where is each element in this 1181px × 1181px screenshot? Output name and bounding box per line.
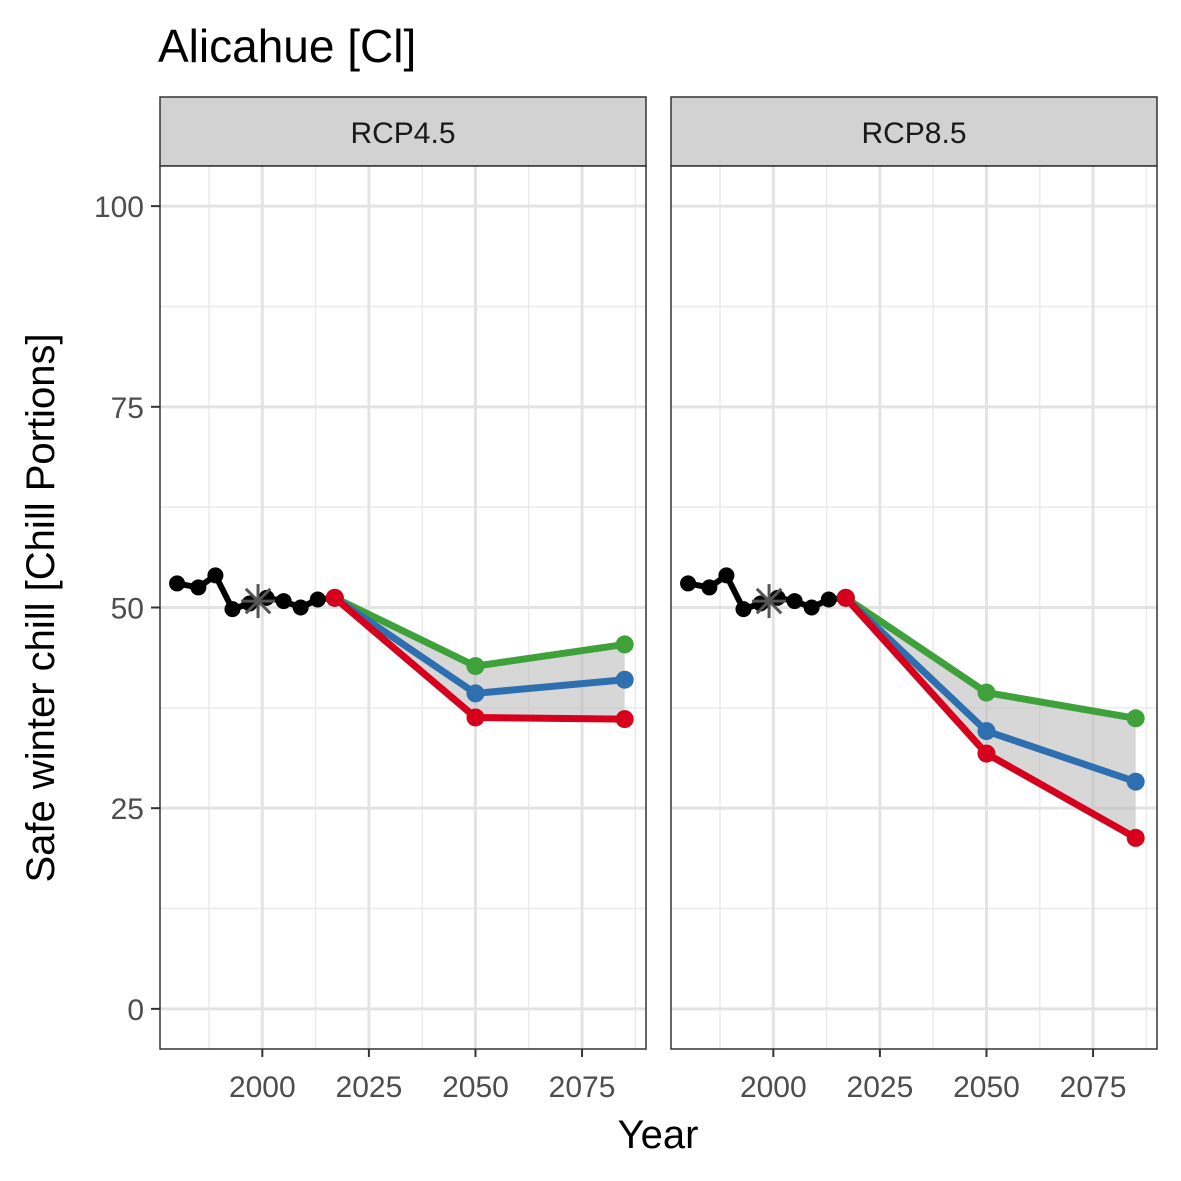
historic-point bbox=[224, 601, 241, 618]
scenario-point-3 bbox=[325, 588, 344, 607]
historic-point bbox=[207, 567, 224, 584]
panel-strip-label: RCP8.5 bbox=[861, 117, 966, 150]
scenario-point-1 bbox=[1126, 709, 1145, 728]
x-tick-label: 2000 bbox=[740, 1071, 807, 1104]
historic-point bbox=[190, 579, 207, 596]
historic-point bbox=[292, 599, 309, 616]
scenario-point-2 bbox=[1126, 772, 1145, 791]
historic-point bbox=[275, 593, 292, 610]
scenario-point-2 bbox=[466, 684, 485, 703]
historic-point bbox=[169, 575, 186, 592]
y-tick-label: 25 bbox=[111, 793, 144, 826]
panel-1: RCP4.5 2000 2025 2050 2075 0 25 50 75 100 bbox=[94, 96, 647, 1104]
panels: RCP4.5 2000 2025 2050 2075 0 25 50 75 100 RCP8.5 20… bbox=[94, 96, 1158, 1104]
panel-strip bbox=[670, 96, 1158, 167]
baseline-star-marker bbox=[241, 584, 276, 619]
x-tick-label: 2050 bbox=[442, 1071, 509, 1104]
historic-point bbox=[680, 575, 697, 592]
panel-border bbox=[670, 165, 1158, 1050]
panel-strip-label: RCP4.5 bbox=[350, 117, 455, 150]
x-tick-label: 2075 bbox=[549, 1071, 616, 1104]
y-tick-label: 75 bbox=[111, 392, 144, 425]
scenario-point-1 bbox=[615, 635, 634, 654]
scenario-point-2 bbox=[977, 722, 996, 741]
historic-point bbox=[820, 591, 837, 608]
historic-point bbox=[718, 567, 735, 584]
panel-2: RCP8.5 2000 2025 2050 2075 bbox=[670, 96, 1158, 1104]
baseline-star-marker bbox=[752, 584, 787, 619]
x-tick-label: 2050 bbox=[953, 1071, 1020, 1104]
historic-point bbox=[786, 593, 803, 610]
historic-point bbox=[309, 591, 326, 608]
y-tick-label: 100 bbox=[94, 191, 144, 224]
scenario-point-1 bbox=[466, 657, 485, 676]
x-tick-label: 2025 bbox=[336, 1071, 403, 1104]
y-axis-label: Safe winter chill [Chill Portions] bbox=[19, 333, 63, 882]
scenario-point-3 bbox=[836, 588, 855, 607]
star-stroke bbox=[244, 587, 272, 615]
scenario-point-2 bbox=[615, 670, 634, 689]
star-stroke bbox=[755, 587, 783, 615]
scenario-point-3 bbox=[615, 710, 634, 729]
x-tick-label: 2075 bbox=[1060, 1071, 1127, 1104]
historic-point bbox=[803, 599, 820, 616]
scenario-point-3 bbox=[1126, 828, 1145, 847]
y-tick-label: 0 bbox=[127, 994, 144, 1027]
scenario-point-3 bbox=[977, 744, 996, 763]
historic-point bbox=[735, 601, 752, 618]
y-tick-label: 50 bbox=[111, 593, 144, 626]
panel-strip bbox=[159, 96, 647, 167]
scenario-point-1 bbox=[977, 683, 996, 702]
x-axis-label: Year bbox=[618, 1113, 699, 1157]
uncertainty-band bbox=[845, 597, 1136, 838]
historic-point bbox=[701, 579, 718, 596]
chart-title: Alicahue [Cl] bbox=[158, 20, 416, 72]
x-tick-label: 2025 bbox=[847, 1071, 914, 1104]
scenario-point-3 bbox=[466, 708, 485, 727]
x-tick-label: 2000 bbox=[229, 1071, 296, 1104]
